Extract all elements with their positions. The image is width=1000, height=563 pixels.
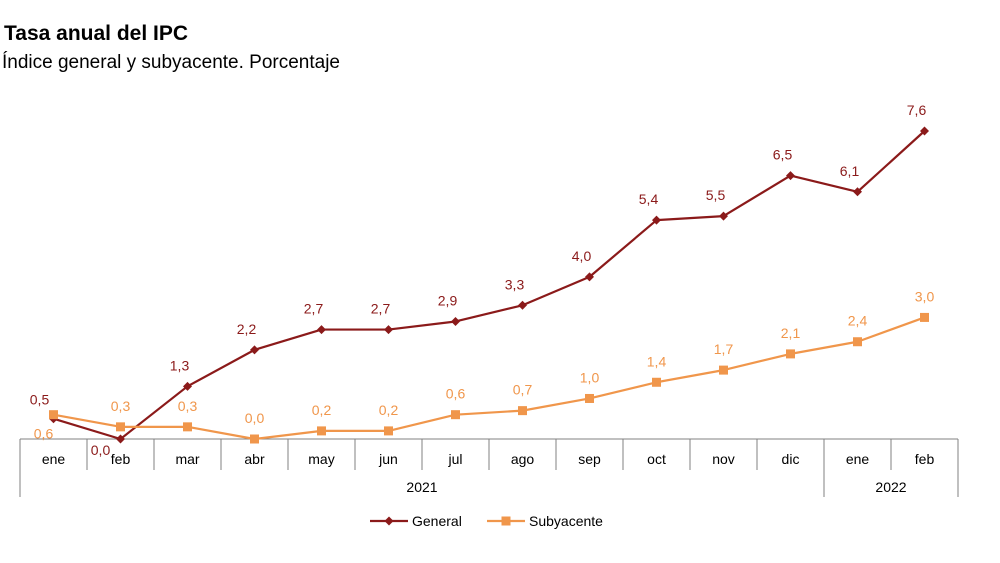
data-point-general	[317, 325, 326, 335]
data-label-subyacente: 2,1	[781, 325, 801, 341]
data-point-general	[451, 316, 460, 326]
series-line-general	[53, 130, 926, 441]
x-axis: ene feb mar abr may jun jul ago sep oct nov dic ene f…	[19, 438, 959, 497]
data-label-subyacente: 0,2	[312, 402, 332, 418]
x-tick-label: may	[308, 451, 334, 467]
data-label-general: 1,3	[170, 357, 190, 373]
data-label-subyacente: 1,7	[714, 341, 734, 357]
x-tick-label: nov	[712, 451, 735, 467]
data-point-general	[786, 171, 795, 181]
x-tick-label: feb	[111, 451, 131, 467]
year-label: 2022	[875, 479, 906, 495]
data-label-subyacente: 0,3	[111, 398, 131, 414]
data-point-subyacente	[518, 406, 527, 416]
legend: General Subyacente	[370, 513, 603, 529]
data-point-general	[518, 300, 527, 310]
chart-subtitle: Índice general y subyacente. Porcentaje	[2, 52, 340, 73]
data-point-general	[652, 215, 661, 225]
data-point-subyacente	[250, 434, 259, 444]
data-label-subyacente: 0,6	[34, 426, 54, 442]
data-point-subyacente	[585, 393, 594, 403]
data-label-general: 0,0	[91, 442, 111, 458]
data-point-subyacente	[652, 377, 661, 387]
data-label-general: 3,3	[505, 276, 525, 292]
x-tick-label: ene	[846, 451, 870, 467]
data-label-general: 0,5	[30, 392, 50, 408]
data-label-subyacente: 0,2	[379, 402, 399, 418]
data-point-general	[920, 126, 929, 136]
data-point-subyacente	[853, 337, 862, 347]
legend-label-subyacente: Subyacente	[529, 513, 603, 529]
data-point-subyacente	[116, 422, 125, 432]
x-tick-label: oct	[647, 451, 666, 467]
data-label-general: 5,5	[706, 187, 726, 203]
data-point-subyacente	[920, 312, 929, 322]
data-label-subyacente: 0,7	[513, 382, 533, 398]
data-point-general	[250, 345, 259, 355]
x-tick-label: mar	[175, 451, 199, 467]
data-point-subyacente	[719, 365, 728, 375]
series-line-subyacente	[53, 316, 925, 441]
legend-marker-general	[384, 516, 394, 526]
legend-marker-subyacente	[501, 516, 511, 526]
data-point-subyacente	[49, 410, 58, 420]
data-point-subyacente	[786, 349, 795, 359]
data-point-subyacente	[183, 422, 192, 432]
data-point-general	[585, 272, 594, 282]
plot-area: 0,5 0,0 1,3 2,2 2,7 2,7 2,9 3,3 4,0 5,4 5,5 6,5 6,1 7…	[30, 102, 935, 458]
data-label-general: 6,5	[773, 147, 793, 163]
data-label-subyacente: 3,0	[915, 288, 935, 304]
data-label-subyacente: 2,4	[848, 313, 868, 329]
data-label-general: 2,9	[438, 292, 458, 308]
data-label-general: 5,4	[639, 191, 659, 207]
x-tick-label: abr	[244, 451, 265, 467]
data-point-general	[384, 325, 393, 335]
chart-title: Tasa anual del IPC	[4, 22, 189, 45]
data-label-subyacente: 0,3	[178, 398, 198, 414]
data-label-general: 6,1	[840, 163, 860, 179]
data-point-subyacente	[384, 426, 393, 436]
data-point-general	[853, 187, 862, 197]
x-tick-label: feb	[915, 451, 935, 467]
data-label-general: 2,7	[371, 301, 391, 317]
x-tick-label: sep	[578, 451, 601, 467]
year-label: 2021	[406, 479, 437, 495]
x-tick-label: ene	[42, 451, 66, 467]
data-label-general: 4,0	[572, 248, 592, 264]
data-point-general	[183, 381, 192, 391]
data-point-general	[116, 434, 125, 444]
legend-label-general: General	[412, 513, 462, 529]
x-tick-label: dic	[782, 451, 800, 467]
data-label-general: 7,6	[907, 102, 927, 118]
x-tick-label: ago	[511, 451, 535, 467]
data-point-subyacente	[317, 426, 326, 436]
data-point-general	[719, 211, 728, 221]
x-tick-label: jun	[378, 451, 398, 467]
data-point-subyacente	[451, 410, 460, 420]
data-label-subyacente: 1,0	[580, 369, 600, 385]
x-tick-label: jul	[447, 451, 462, 467]
data-label-general: 2,2	[237, 321, 257, 337]
data-label-subyacente: 0,6	[446, 386, 466, 402]
data-label-subyacente: 1,4	[647, 353, 667, 369]
data-label-subyacente: 0,0	[245, 410, 265, 426]
data-label-general: 2,7	[304, 301, 324, 317]
